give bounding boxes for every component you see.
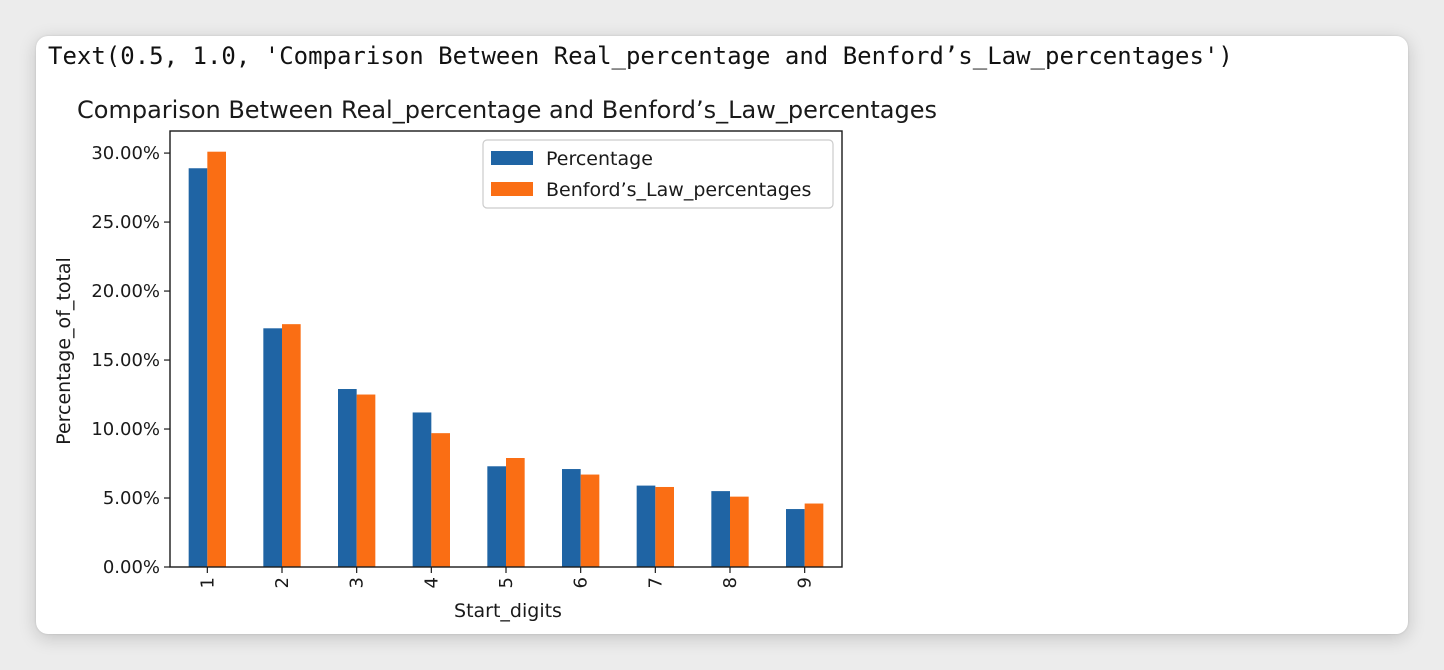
x-tick-label: 8: [720, 577, 741, 588]
bar-benford-6: [580, 474, 600, 567]
y-axis-label: Percentage_of_total: [53, 257, 75, 445]
x-tick-label: 1: [197, 577, 218, 588]
x-tick-label: 5: [496, 577, 517, 588]
x-tick-label: 7: [645, 577, 666, 588]
bar-percentage-4: [412, 412, 432, 567]
bar-percentage-2: [263, 328, 282, 567]
bar-percentage-1: [188, 168, 208, 567]
y-tick-label: 20.00%: [91, 281, 160, 302]
bar-percentage-9: [786, 509, 805, 567]
y-tick-label: 10.00%: [91, 419, 160, 440]
bar-benford-2: [282, 324, 301, 567]
bar-percentage-6: [562, 469, 581, 567]
legend-label-0: Percentage: [546, 148, 653, 170]
y-tick-label: 15.00%: [91, 350, 160, 371]
output-text: Text(0.5, 1.0, 'Comparison Between Real_…: [48, 42, 1233, 70]
legend-swatch-1: [491, 182, 533, 196]
bar-benford-4: [431, 433, 450, 567]
bar-benford-5: [506, 458, 525, 567]
bar-percentage-5: [487, 466, 506, 567]
x-tick-label: 3: [347, 577, 368, 588]
plot-area: 1 2 3 4 5 6 7 8 9 0.00% 5.00% 10.00% 15.00% 20.00% 25.…: [91, 130, 843, 588]
bar-percentage-7: [636, 485, 656, 567]
bar-benford-1: [207, 151, 226, 567]
bar-chart: Comparison Between Real_percentage and B…: [53, 96, 937, 622]
bar-benford-7: [655, 486, 674, 567]
chart-title: Comparison Between Real_percentage and B…: [77, 96, 937, 124]
x-tick-label: 6: [571, 577, 592, 588]
x-tick-label: 2: [272, 577, 293, 588]
bar-benford-3: [356, 394, 376, 567]
x-tick-label: 4: [421, 577, 442, 588]
bar-percentage-3: [338, 389, 357, 567]
notebook-output-cell: Text(0.5, 1.0, 'Comparison Between Real_…: [36, 36, 1408, 634]
legend-label-1: Benford’s_Law_percentages: [546, 179, 811, 201]
legend-box: [482, 139, 834, 209]
bar-benford-8: [730, 496, 749, 567]
x-tick-label: 9: [795, 577, 816, 588]
bar-benford-9: [804, 503, 824, 567]
y-tick-label: 30.00%: [91, 143, 160, 164]
y-tick-label: 0.00%: [103, 557, 160, 578]
bar-percentage-8: [711, 491, 730, 567]
y-tick-label: 25.00%: [91, 212, 160, 233]
y-tick-label: 5.00%: [103, 488, 160, 509]
legend-swatch-0: [491, 151, 533, 165]
axes-frame: [169, 130, 843, 568]
x-axis-label: Start_digits: [454, 600, 562, 622]
